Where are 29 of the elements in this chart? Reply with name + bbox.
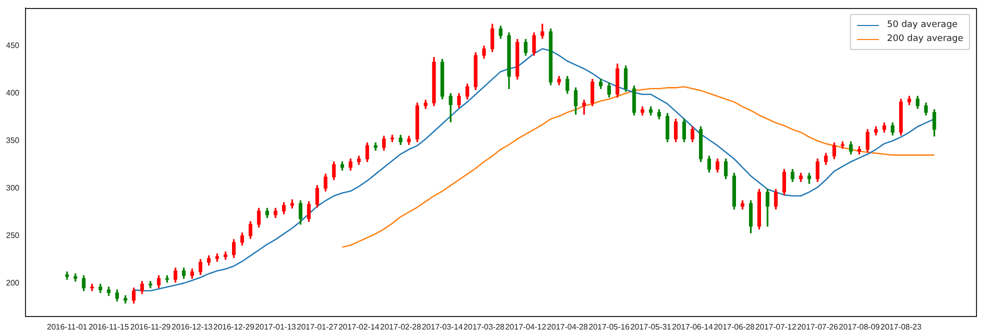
- legend-label: 200 day average: [887, 33, 964, 46]
- y-tick-label: 350: [6, 136, 20, 146]
- y-tick-label: 450: [6, 41, 20, 50]
- x-tick-label: 2017-08-09: [838, 322, 880, 332]
- x-tick-label: 2016-11-15: [88, 322, 130, 332]
- y-tick-label: 200: [6, 278, 20, 288]
- x-tick-label: 2016-11-01: [46, 322, 88, 332]
- x-tick-label: 2017-05-16: [588, 322, 630, 332]
- y-tick-label: 400: [6, 88, 20, 98]
- x-tick-label: 2017-07-12: [755, 322, 797, 332]
- x-tick-label: 2017-06-28: [714, 322, 756, 332]
- x-tick-label: 2016-12-13: [172, 322, 214, 332]
- x-tick-label: 2017-07-26: [797, 322, 839, 332]
- x-tick-label: 2017-05-31: [630, 322, 672, 332]
- x-tick-label: 2017-03-14: [422, 322, 464, 332]
- x-tick-label: 2017-06-14: [672, 322, 714, 332]
- x-tick-label: 2017-08-23: [880, 322, 922, 332]
- x-tick-label: 2017-01-27: [296, 322, 338, 332]
- x-tick-label: 2016-12-29: [213, 322, 255, 332]
- x-tick-label: 2017-02-14: [338, 322, 380, 332]
- x-tick-label: 2017-01-13: [255, 322, 297, 332]
- y-tick-label: 300: [6, 184, 20, 192]
- x-tick-label: 2017-03-28: [464, 322, 506, 332]
- x-tick-label: 2017-04-12: [505, 322, 547, 332]
- legend-label: 50 day average: [887, 19, 958, 32]
- y-tick-label: 250: [6, 230, 20, 240]
- x-tick-label: 2017-02-28: [380, 322, 422, 332]
- x-tick-label: 2017-04-28: [546, 322, 588, 332]
- x-tick-label: 2016-11-29: [130, 322, 172, 332]
